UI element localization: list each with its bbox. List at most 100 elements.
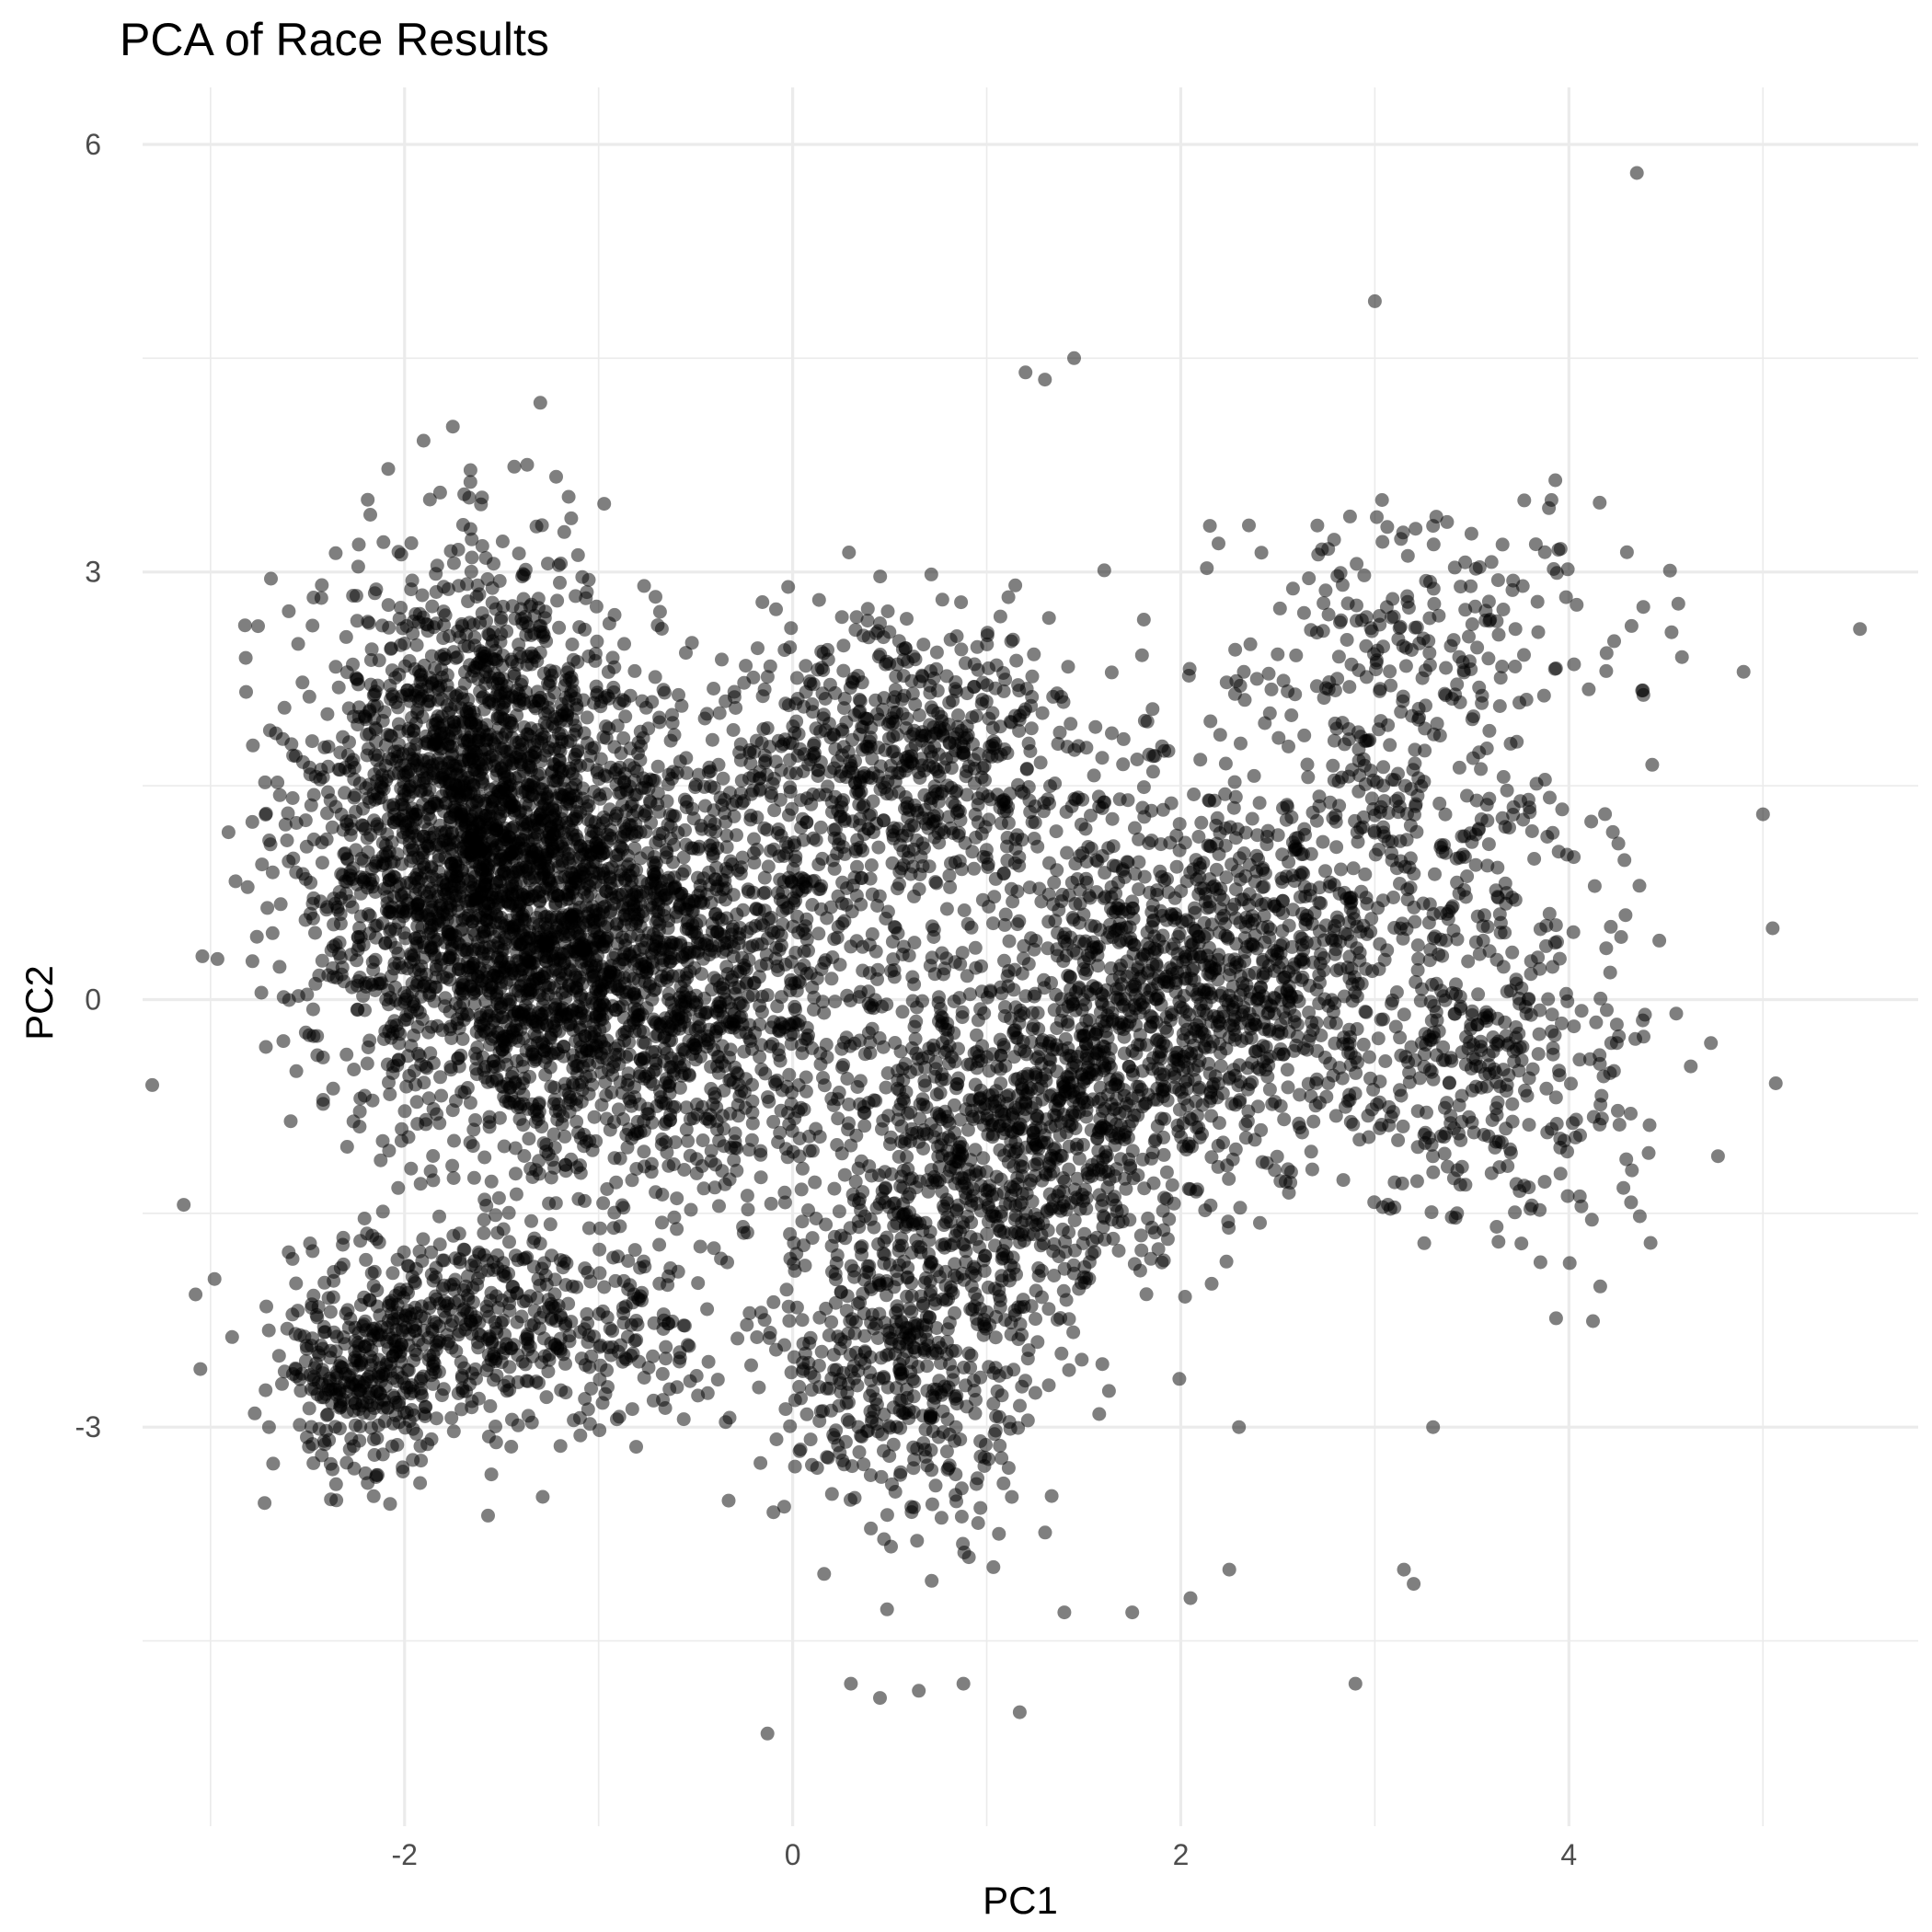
data-point bbox=[368, 684, 383, 699]
data-point bbox=[712, 1199, 726, 1213]
data-point bbox=[429, 1411, 443, 1426]
data-point bbox=[630, 1317, 645, 1332]
data-point bbox=[685, 1047, 700, 1062]
data-point bbox=[351, 677, 365, 692]
data-point bbox=[649, 1029, 663, 1043]
data-point bbox=[750, 1330, 765, 1344]
data-point bbox=[303, 767, 317, 782]
data-point bbox=[560, 703, 575, 718]
data-point bbox=[496, 672, 511, 686]
data-point bbox=[339, 629, 353, 644]
data-point bbox=[707, 1180, 722, 1195]
data-point bbox=[325, 820, 339, 834]
data-point bbox=[512, 638, 526, 652]
data-point bbox=[380, 1057, 395, 1072]
data-point bbox=[714, 1251, 729, 1266]
data-point bbox=[304, 798, 318, 812]
data-point bbox=[785, 1123, 799, 1138]
data-point bbox=[553, 575, 567, 590]
data-point bbox=[592, 1306, 606, 1321]
data-point bbox=[481, 983, 496, 998]
data-point bbox=[646, 1077, 661, 1092]
data-point bbox=[535, 1489, 550, 1504]
data-point bbox=[727, 940, 741, 954]
data-point bbox=[868, 944, 883, 959]
data-point bbox=[339, 1047, 354, 1062]
data-point bbox=[394, 1133, 408, 1148]
data-point bbox=[513, 742, 528, 757]
data-point bbox=[491, 1026, 506, 1041]
data-point bbox=[436, 580, 451, 594]
data-point bbox=[542, 978, 557, 993]
data-point bbox=[408, 812, 423, 827]
data-point bbox=[795, 1161, 810, 1176]
data-point bbox=[569, 864, 584, 879]
data-point bbox=[259, 1299, 273, 1314]
data-point bbox=[305, 1437, 320, 1452]
data-point bbox=[275, 731, 290, 746]
data-point bbox=[366, 1489, 381, 1503]
data-point bbox=[591, 935, 605, 949]
data-point bbox=[339, 665, 354, 680]
data-point bbox=[709, 1021, 724, 1036]
data-point bbox=[710, 1373, 725, 1387]
data-point bbox=[400, 683, 415, 697]
data-point bbox=[596, 846, 611, 860]
data-point bbox=[659, 971, 673, 985]
data-point bbox=[305, 734, 319, 749]
data-point bbox=[391, 1180, 406, 1195]
data-point bbox=[407, 1353, 421, 1368]
data-point bbox=[304, 1382, 318, 1397]
data-point bbox=[625, 1173, 639, 1188]
data-point bbox=[593, 985, 608, 1000]
data-point bbox=[433, 1070, 447, 1085]
data-point bbox=[762, 912, 776, 926]
data-point bbox=[270, 776, 285, 789]
data-point bbox=[626, 863, 640, 878]
data-point bbox=[600, 688, 615, 703]
major-gridlines bbox=[143, 87, 1918, 1826]
data-point bbox=[726, 723, 741, 737]
data-point bbox=[364, 642, 379, 657]
data-point bbox=[289, 816, 304, 830]
data-point bbox=[323, 1343, 338, 1358]
data-point bbox=[371, 748, 385, 763]
data-point bbox=[730, 1163, 744, 1178]
data-point bbox=[521, 1409, 535, 1423]
data-point bbox=[352, 1104, 367, 1119]
data-point bbox=[339, 817, 354, 832]
data-point bbox=[587, 1110, 602, 1124]
data-point bbox=[705, 732, 719, 747]
data-point bbox=[460, 1081, 475, 1095]
data-point bbox=[680, 954, 695, 969]
data-point bbox=[622, 893, 637, 908]
data-point bbox=[461, 873, 476, 888]
chart-title: PCA of Race Results bbox=[120, 14, 549, 65]
data-point bbox=[572, 620, 587, 635]
data-point bbox=[696, 1133, 710, 1147]
data-point bbox=[690, 1098, 704, 1111]
data-point bbox=[484, 1467, 499, 1482]
data-point bbox=[529, 1015, 544, 1029]
data-point bbox=[500, 624, 514, 638]
data-point bbox=[615, 842, 630, 857]
data-point bbox=[387, 744, 402, 759]
data-point bbox=[382, 1075, 396, 1090]
data-point bbox=[260, 901, 275, 915]
data-point bbox=[440, 698, 454, 713]
data-point bbox=[367, 1448, 382, 1462]
data-point bbox=[383, 1087, 397, 1101]
data-point bbox=[378, 857, 393, 871]
data-point bbox=[689, 1369, 704, 1383]
data-point bbox=[319, 1408, 334, 1422]
data-point bbox=[516, 1031, 531, 1046]
data-point bbox=[342, 1442, 357, 1456]
data-point bbox=[302, 689, 316, 704]
data-point bbox=[736, 903, 751, 917]
data-point bbox=[767, 1075, 782, 1089]
data-point bbox=[573, 1131, 588, 1145]
data-point bbox=[544, 1079, 558, 1094]
data-point bbox=[592, 1242, 607, 1257]
data-point bbox=[541, 1293, 556, 1307]
data-point bbox=[546, 828, 560, 843]
